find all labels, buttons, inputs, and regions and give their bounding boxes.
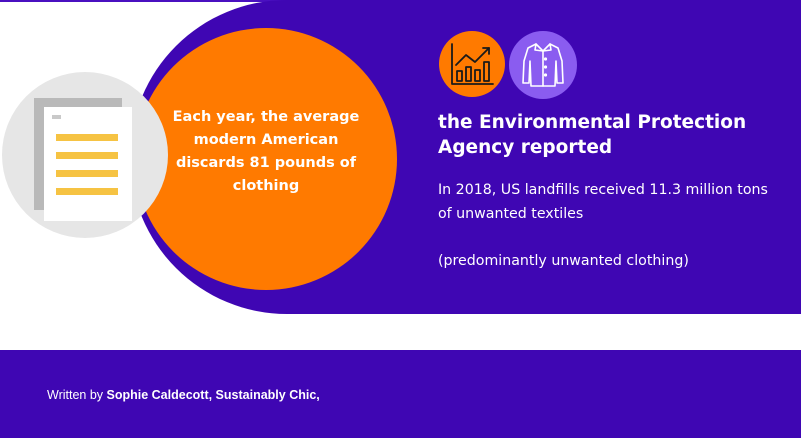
credit-author: Sophie Caldecott, Sustainably Chic, [106,388,320,402]
headline: the Environmental Protection Agency repo… [438,112,747,158]
footer-bar [0,350,801,438]
shirt-icon [522,43,564,87]
shirt-circle [509,31,577,99]
growth-chart-circle [439,31,505,97]
credit-prefix: Written by [47,388,107,402]
credit-line: Written by Sophie Caldecott, Sustainably… [47,386,320,404]
stat-text: Each year, the average modern American d… [172,109,360,194]
body-text-note: (predominantly unwanted clothing) [438,253,689,269]
body-text: In 2018, US landfills received 11.3 mill… [438,182,768,222]
stat-circle: Each year, the average modern American d… [135,28,397,290]
growth-chart-icon [451,43,494,85]
document-icon [34,98,132,221]
